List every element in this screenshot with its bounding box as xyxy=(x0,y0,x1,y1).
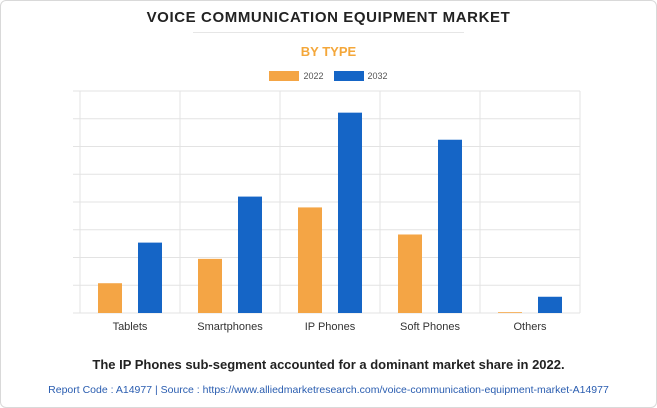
legend-swatch-2032 xyxy=(333,71,364,81)
x-tick-label-soft-phones: Soft Phones xyxy=(400,321,460,333)
bar-2022-soft-phones[interactable] xyxy=(398,234,422,313)
legend-item-2022[interactable]: 2022 xyxy=(269,71,324,81)
x-tick-label-others: Others xyxy=(513,321,547,333)
chart-legend: 2022 2032 xyxy=(0,71,657,81)
bar-2032-tablets[interactable] xyxy=(138,242,162,313)
bar-2032-soft-phones[interactable] xyxy=(438,139,462,313)
x-tick-label-tablets: Tablets xyxy=(113,321,148,333)
x-tick-label-ip-phones: IP Phones xyxy=(305,321,356,333)
bar-2032-ip-phones[interactable] xyxy=(338,112,362,313)
legend-label-2022: 2022 xyxy=(303,71,324,81)
chart-title: VOICE COMMUNICATION EQUIPMENT MARKET xyxy=(146,9,511,26)
chart-subtitle: BY TYPE xyxy=(300,44,357,59)
bar-2032-others[interactable] xyxy=(538,296,562,313)
bar-2022-smartphones[interactable] xyxy=(198,258,222,313)
bar-2022-tablets[interactable] xyxy=(98,283,122,313)
x-tick-label-smartphones: Smartphones xyxy=(197,321,263,333)
legend-swatch-2022 xyxy=(269,71,300,81)
bar-2032-smartphones[interactable] xyxy=(238,196,262,313)
source-footer: Report Code : A14977 | Source : https://… xyxy=(48,384,609,396)
legend-item-2032[interactable]: 2032 xyxy=(333,71,388,81)
title-divider xyxy=(193,32,464,33)
bar-2022-others[interactable] xyxy=(498,312,522,313)
chart-caption: The IP Phones sub-segment accounted for … xyxy=(92,357,565,372)
bar-2022-ip-phones[interactable] xyxy=(298,207,322,313)
legend-label-2032: 2032 xyxy=(367,71,388,81)
